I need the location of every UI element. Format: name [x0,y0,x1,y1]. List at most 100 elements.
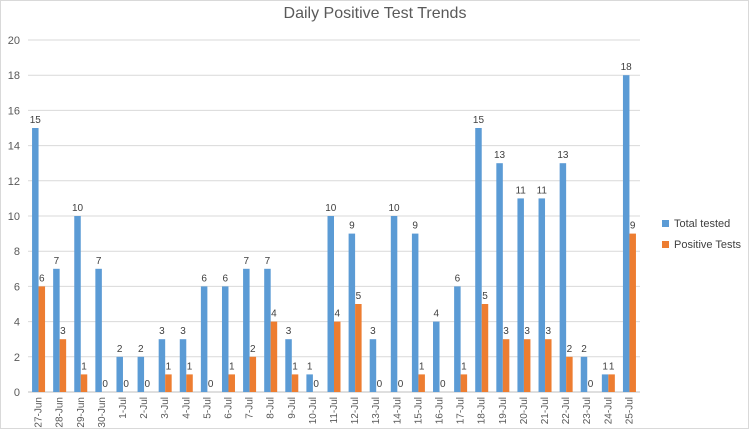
data-label-positive-tests: 0 [398,379,404,390]
bar-total-tested [306,374,313,392]
x-tick-label: 15-Jul [413,397,424,424]
bar-total-tested [221,286,229,392]
data-label-total-tested: 9 [412,221,418,232]
data-label-total-tested: 9 [349,221,355,232]
data-label-total-tested: 3 [286,326,292,337]
x-tick-label: 25-Jul [624,397,635,424]
x-tick-label: 7-Jul [245,397,256,419]
data-label-total-tested: 10 [325,203,337,214]
data-label-total-tested: 18 [621,62,633,73]
legend-swatch-positive-tests [662,241,669,248]
bar-total-tested [327,216,334,392]
x-tick-label: 19-Jul [498,397,509,424]
data-label-positive-tests: 0 [588,379,594,390]
legend-label-positive-tests: Positive Tests [674,238,742,251]
x-tick-label: 5-Jul [202,397,213,419]
data-label-total-tested: 7 [54,256,60,267]
data-label-total-tested: 2 [581,344,587,355]
data-label-total-tested: 1 [602,361,608,372]
x-tick-label: 11-Jul [329,397,340,424]
bar-total-tested [137,356,145,392]
data-label-positive-tests: 0 [145,379,151,390]
bar-total-tested [580,356,588,392]
data-label-positive-tests: 0 [313,379,319,390]
data-label-total-tested: 10 [72,203,84,214]
data-label-positive-tests: 1 [187,361,193,372]
bar-total-tested [348,233,356,392]
bar-positive-tests [566,356,573,392]
legend: Total tested Positive Tests [662,213,741,255]
data-label-total-tested: 4 [433,309,439,320]
bar-positive-tests [165,374,172,392]
data-label-positive-tests: 0 [102,379,108,390]
data-label-total-tested: 6 [201,273,207,284]
data-label-total-tested: 15 [473,115,485,126]
data-label-total-tested: 13 [494,150,506,161]
bar-positive-tests [502,339,510,392]
bar-positive-tests [38,286,46,392]
y-tick-label: 20 [8,35,20,47]
x-tick-label: 16-Jul [435,397,446,424]
data-label-total-tested: 11 [537,185,548,196]
bar-positive-tests [460,374,468,392]
bar-positive-tests [59,339,67,392]
bar-positive-tests [186,374,193,392]
data-label-positive-tests: 1 [609,361,615,372]
data-label-positive-tests: 0 [123,379,129,390]
y-tick-label: 18 [8,70,20,82]
y-tick-label: 16 [8,105,20,117]
y-tick-label: 12 [8,176,20,188]
data-label-positive-tests: 1 [166,361,172,372]
x-tick-label: 13-Jul [371,397,382,424]
y-tick-label: 8 [14,246,20,258]
y-tick-label: 4 [14,317,20,329]
x-tick-label: 24-Jul [603,397,614,424]
x-tick-label: 17-Jul [456,397,467,424]
data-label-positive-tests: 5 [356,291,362,302]
data-label-positive-tests: 1 [461,361,467,372]
data-label-total-tested: 13 [557,150,569,161]
x-tick-label: 6-Jul [223,397,234,419]
x-tick-label: 20-Jul [519,397,530,424]
bar-total-tested [95,268,102,392]
data-label-positive-tests: 9 [630,221,636,232]
bar-positive-tests [228,374,235,392]
data-label-total-tested: 6 [222,273,228,284]
data-label-positive-tests: 4 [334,309,340,320]
bar-positive-tests [545,339,552,392]
data-label-positive-tests: 6 [39,273,45,284]
data-label-positive-tests: 0 [440,379,446,390]
data-label-total-tested: 6 [455,273,461,284]
data-label-total-tested: 7 [96,256,102,267]
data-label-total-tested: 2 [138,344,144,355]
x-tick-label: 18-Jul [477,397,488,424]
bar-total-tested [158,339,166,392]
data-label-total-tested: 15 [30,115,42,126]
data-label-total-tested: 3 [159,326,165,337]
x-tick-label: 30-Jun [97,397,108,428]
bar-total-tested [369,339,377,392]
x-tick-label: 21-Jul [540,397,551,424]
x-tick-label: 14-Jul [392,397,403,424]
x-tick-label: 4-Jul [181,397,192,419]
x-tick-label: 9-Jul [287,397,298,419]
bar-total-tested [538,198,546,392]
bar-positive-tests [355,304,362,392]
x-tick-label: 8-Jul [266,397,277,419]
data-label-total-tested: 7 [265,256,271,267]
bar-positive-tests [418,374,425,392]
bar-total-tested [622,75,630,392]
bar-total-tested [475,128,482,392]
bar-positive-tests [80,374,88,392]
y-tick-label: 6 [14,281,20,293]
bar-total-tested [74,216,81,392]
data-label-positive-tests: 3 [524,326,530,337]
data-label-positive-tests: 1 [229,361,235,372]
data-label-total-tested: 11 [515,185,526,196]
x-tick-label: 29-Jun [76,397,87,428]
bar-positive-tests [629,233,636,392]
bar-total-tested [32,128,39,392]
bar-total-tested [53,268,60,392]
x-tick-label: 2-Jul [139,397,150,419]
